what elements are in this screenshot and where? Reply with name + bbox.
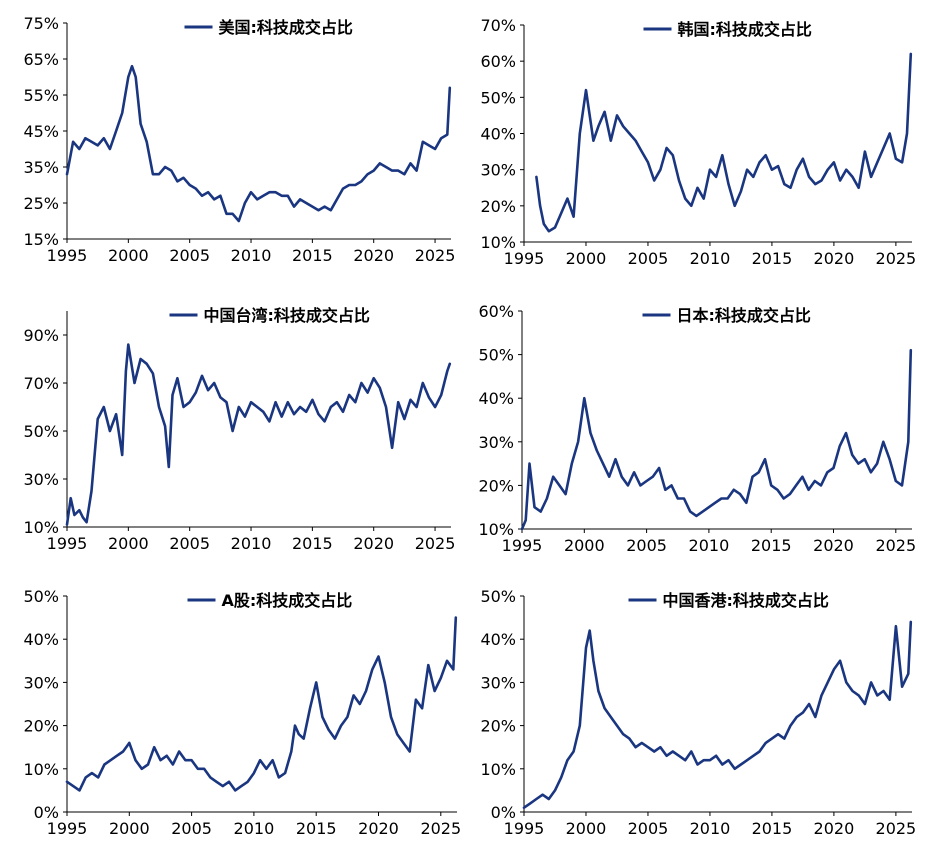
x-tick-label: 2015: [752, 819, 793, 838]
series-line: [520, 348, 913, 531]
y-tick-label: 10%: [480, 760, 516, 779]
x-tick-label: 2025: [415, 246, 456, 265]
legend-label: 美国:科技成交占比: [219, 18, 353, 37]
x-tick-label: 2015: [752, 249, 793, 268]
x-tick-label: 2000: [109, 819, 150, 838]
x-tick-label: 2010: [234, 819, 275, 838]
x-tick-label: 2010: [690, 819, 731, 838]
x-tick-label: 2010: [231, 534, 272, 553]
y-tick-label: 30%: [480, 673, 516, 692]
y-tick-label: 40%: [480, 630, 516, 649]
x-tick-label: 2000: [564, 536, 605, 555]
x-tick-label: 2020: [353, 246, 394, 265]
series-line: [65, 64, 452, 223]
x-tick-label: 2015: [292, 246, 333, 265]
x-tick-label: 2025: [875, 536, 916, 555]
y-tick-label: 0%: [34, 803, 59, 822]
y-tick-label: 40%: [23, 630, 59, 649]
y-tick-label: 30%: [478, 433, 514, 452]
chart-panel-6: 0% 10% 20% 30% 40% 50% 1995 2000 2005 2010 2015 202…: [480, 587, 916, 838]
legend-label: 中国台湾:科技成交占比: [204, 306, 370, 325]
chart-panel-3: 10% 30% 50% 70% 90% 1995 2000 2005 2010 2015 2020 2…: [23, 306, 455, 553]
y-tick-label: 10%: [23, 518, 59, 537]
x-tick-label: 1995: [504, 249, 545, 268]
y-tick-label: 10%: [478, 520, 514, 539]
y-tick-label: 45%: [23, 122, 59, 141]
y-tick-label: 60%: [478, 302, 514, 321]
chart-panel-1: 15% 25% 35% 45% 55% 65% 75% 1995 2000 2005 2010 201…: [23, 14, 455, 265]
y-tick-label: 70%: [480, 16, 516, 35]
series-line: [65, 343, 452, 526]
x-tick-label: 2005: [171, 819, 212, 838]
series-line: [535, 52, 913, 233]
x-tick-label: 2020: [358, 819, 399, 838]
y-tick-label: 50%: [478, 346, 514, 365]
y-tick-label: 60%: [480, 52, 516, 71]
series-line: [65, 616, 458, 792]
y-tick-label: 50%: [480, 587, 516, 606]
y-tick-label: 35%: [23, 158, 59, 177]
legend-label: 中国香港:科技成交占比: [663, 591, 829, 610]
y-tick-label: 50%: [480, 88, 516, 107]
y-tick-label: 40%: [480, 125, 516, 144]
x-tick-label: 2020: [814, 249, 855, 268]
y-tick-label: 25%: [23, 194, 59, 213]
x-tick-label: 2015: [296, 819, 337, 838]
x-tick-label: 2005: [628, 819, 669, 838]
y-tick-label: 30%: [23, 673, 59, 692]
y-tick-label: 30%: [480, 161, 516, 180]
y-tick-label: 75%: [23, 14, 59, 33]
x-tick-label: 2020: [353, 534, 394, 553]
y-tick-label: 70%: [23, 374, 59, 393]
x-tick-label: 1995: [47, 819, 88, 838]
chart-panel-5: 0% 10% 20% 30% 40% 50% 1995 2000 2005 2010 2015 202…: [23, 587, 461, 838]
x-tick-label: 2020: [813, 536, 854, 555]
y-tick-label: 65%: [23, 50, 59, 69]
y-tick-label: 50%: [23, 422, 59, 441]
y-tick-label: 20%: [23, 717, 59, 736]
y-tick-label: 20%: [480, 717, 516, 736]
y-tick-label: 55%: [23, 86, 59, 105]
chart-panel-2: 10% 20% 30% 40% 50% 60% 70% 1995 2000 2005 2010 201…: [480, 16, 916, 268]
x-tick-label: 2025: [420, 819, 461, 838]
y-tick-label: 10%: [23, 760, 59, 779]
x-tick-label: 2010: [689, 536, 730, 555]
x-tick-label: 1995: [502, 536, 543, 555]
x-tick-label: 2005: [169, 534, 210, 553]
y-tick-label: 30%: [23, 470, 59, 489]
y-tick-label: 50%: [23, 587, 59, 606]
x-tick-label: 2005: [626, 536, 667, 555]
legend-label: A股:科技成交占比: [222, 591, 353, 610]
x-tick-label: 2005: [628, 249, 669, 268]
y-tick-label: 90%: [23, 326, 59, 345]
y-tick-label: 20%: [478, 476, 514, 495]
chart-panel-4: 10% 20% 30% 40% 50% 60% 1995 2000 2005 2010 2015 20…: [478, 302, 916, 555]
x-tick-label: 2010: [231, 246, 272, 265]
x-tick-label: 1995: [47, 534, 88, 553]
y-tick-label: 10%: [480, 233, 516, 252]
x-tick-label: 2010: [690, 249, 731, 268]
x-tick-label: 1995: [47, 246, 88, 265]
x-tick-label: 2000: [108, 246, 149, 265]
x-tick-label: 1995: [504, 819, 545, 838]
y-tick-label: 40%: [478, 389, 514, 408]
x-tick-label: 2025: [876, 819, 917, 838]
x-tick-label: 2015: [292, 534, 333, 553]
x-tick-label: 2000: [566, 249, 607, 268]
y-tick-label: 20%: [480, 197, 516, 216]
x-tick-label: 2025: [876, 249, 917, 268]
x-tick-label: 2025: [415, 534, 456, 553]
x-tick-label: 2005: [169, 246, 210, 265]
x-tick-label: 2015: [751, 536, 792, 555]
x-tick-label: 2000: [566, 819, 607, 838]
legend-label: 韩国:科技成交占比: [678, 20, 812, 39]
y-tick-label: 0%: [491, 803, 516, 822]
y-tick-label: 15%: [23, 230, 59, 249]
legend-label: 日本:科技成交占比: [677, 306, 811, 325]
series-line: [522, 620, 913, 809]
x-tick-label: 2020: [814, 819, 855, 838]
x-tick-label: 2000: [108, 534, 149, 553]
